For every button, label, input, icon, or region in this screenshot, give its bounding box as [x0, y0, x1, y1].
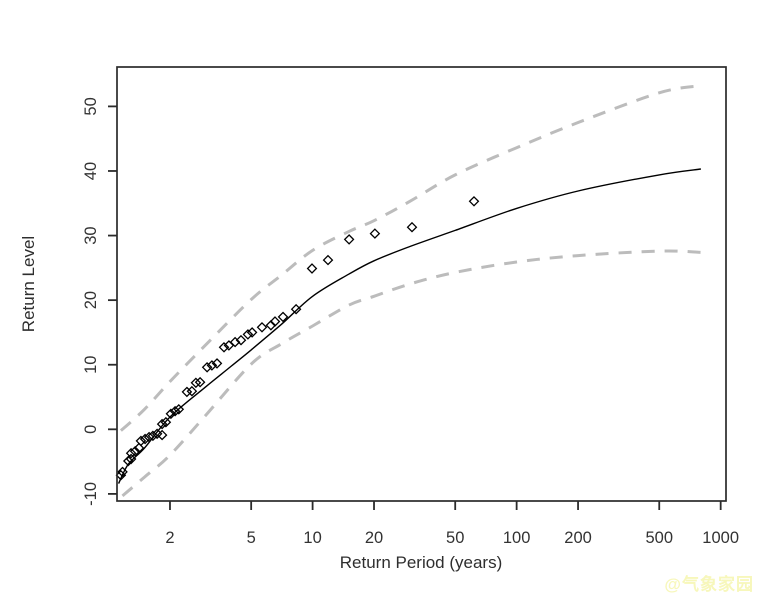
- data-point-diamond: [306, 263, 318, 274]
- data-point-diamond: [290, 303, 302, 315]
- data-point-diamond: [143, 431, 155, 443]
- data-point-diamond: [165, 408, 177, 420]
- data-point-diamond: [406, 221, 418, 233]
- data-point-diamond: [173, 403, 185, 415]
- y-axis-tick-label: 50: [82, 97, 100, 115]
- data-point-diamond: [160, 416, 172, 428]
- plot-border: [116, 66, 727, 502]
- data-point-diamond: [369, 228, 381, 239]
- x-axis-tick-label: 1000: [702, 529, 739, 547]
- data-point-diamond: [115, 469, 127, 481]
- data-point-diamond: [125, 453, 137, 465]
- data-point-diamond: [117, 466, 128, 478]
- y-axis-title: Return Level: [19, 235, 38, 333]
- watermark: @气象家园: [664, 575, 754, 594]
- x-axis-tick-label: 100: [503, 529, 531, 547]
- data-point-diamond: [343, 234, 355, 245]
- data-point-diamond: [125, 447, 137, 459]
- x-axis-tick-label: 2: [165, 529, 174, 547]
- x-axis-tick-label: 200: [564, 529, 592, 547]
- data-point-diamond: [139, 433, 151, 445]
- data-point-diamond: [133, 442, 145, 454]
- y-axis-tick-label: 10: [82, 356, 100, 374]
- data-point-diamond: [169, 405, 181, 417]
- x-axis-tick-label: 50: [446, 529, 464, 547]
- data-point-diamond: [218, 341, 230, 353]
- data-point-diamond: [256, 321, 268, 333]
- data-point-diamond: [186, 385, 198, 397]
- data-point-diamond: [190, 377, 202, 389]
- x-axis-tick-label: 10: [303, 529, 321, 547]
- data-point-diamond: [122, 455, 134, 467]
- data-point-diamond: [201, 361, 213, 373]
- y-axis-tick-label: 0: [82, 425, 100, 434]
- x-axis-tick-label: 20: [365, 529, 383, 547]
- fitted-return-level-curve: [117, 168, 702, 484]
- data-point-diamond: [277, 311, 289, 323]
- data-point-diamond: [181, 386, 193, 398]
- data-point-diamond: [246, 327, 258, 338]
- data-point-diamond: [206, 360, 218, 371]
- y-axis-tick-label: 30: [82, 226, 100, 244]
- data-point-diamond: [156, 429, 168, 441]
- data-point-diamond: [229, 336, 241, 348]
- data-point-diamond: [194, 376, 206, 388]
- data-point-diamond: [156, 418, 168, 430]
- y-axis-tick-label: 20: [82, 291, 100, 309]
- data-point-diamond: [129, 445, 141, 457]
- data-point-diamond: [468, 195, 480, 207]
- data-point-diamond: [211, 358, 223, 369]
- y-axis-tick-label: 40: [82, 162, 100, 180]
- x-axis-tick-label: 5: [247, 529, 256, 547]
- x-axis-title: Return Period (years): [339, 553, 503, 572]
- data-point-diamond: [242, 329, 254, 340]
- data-point-diamond: [322, 254, 334, 266]
- data-point-diamond: [135, 435, 147, 447]
- upper-confidence-band: [119, 84, 702, 432]
- data-point-diamond: [147, 430, 159, 442]
- x-axis-tick-label: 500: [645, 529, 673, 547]
- y-axis-tick-label: -10: [82, 482, 100, 506]
- data-point-diamond: [235, 334, 247, 346]
- lower-confidence-band: [121, 249, 701, 497]
- data-point-diamond: [269, 316, 281, 327]
